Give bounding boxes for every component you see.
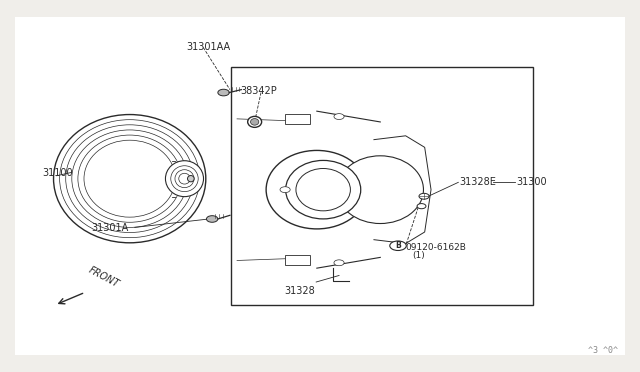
Ellipse shape xyxy=(266,150,367,229)
Text: B: B xyxy=(395,241,401,250)
Text: 38342P: 38342P xyxy=(241,86,278,96)
Bar xyxy=(285,114,310,124)
Bar xyxy=(231,67,532,305)
Circle shape xyxy=(280,187,290,193)
Text: 31301AA: 31301AA xyxy=(187,42,231,52)
Text: ^3 ^0^: ^3 ^0^ xyxy=(588,346,618,355)
Text: 31301A: 31301A xyxy=(92,223,129,233)
Ellipse shape xyxy=(250,119,259,125)
Ellipse shape xyxy=(188,176,194,182)
Ellipse shape xyxy=(337,156,424,224)
Text: (1): (1) xyxy=(412,251,425,260)
Ellipse shape xyxy=(54,115,206,243)
Text: FRONT: FRONT xyxy=(86,265,120,289)
Text: 31328E: 31328E xyxy=(460,177,497,187)
Circle shape xyxy=(390,241,406,250)
Text: 09120-6162B: 09120-6162B xyxy=(406,243,467,252)
Circle shape xyxy=(334,260,344,266)
Circle shape xyxy=(419,193,429,199)
Ellipse shape xyxy=(166,161,204,197)
Text: 31100: 31100 xyxy=(42,168,73,178)
Circle shape xyxy=(218,89,229,96)
Ellipse shape xyxy=(248,116,262,127)
Circle shape xyxy=(334,113,344,119)
Circle shape xyxy=(417,203,426,209)
Text: 31328: 31328 xyxy=(284,286,315,296)
Bar xyxy=(285,255,310,265)
Ellipse shape xyxy=(296,169,351,211)
Ellipse shape xyxy=(285,160,361,219)
Circle shape xyxy=(207,216,218,222)
Text: 31300: 31300 xyxy=(516,177,547,187)
